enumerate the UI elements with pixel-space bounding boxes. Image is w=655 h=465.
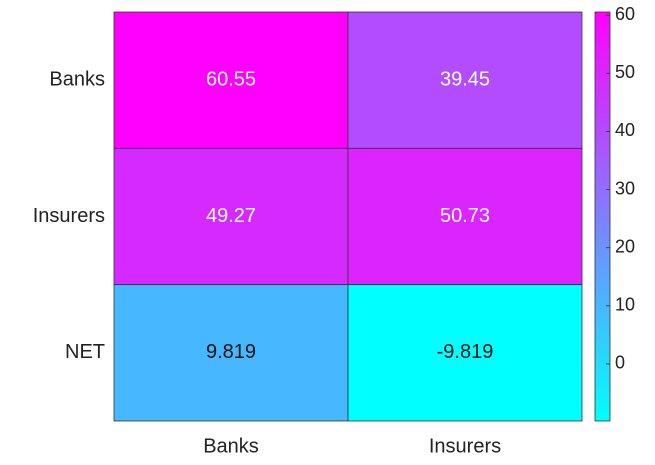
heatmap-cell [347, 284, 583, 422]
colorbar-tick-label: 10 [615, 295, 635, 315]
colorbar-tick-label: 0 [615, 353, 625, 373]
colorbar-gradient [594, 11, 611, 422]
cell-value-label: 39.45 [440, 68, 490, 90]
heatmap-cell [347, 11, 583, 149]
y-tick-label: Insurers [33, 205, 105, 227]
heatmap-cell [347, 147, 583, 286]
colorbar-tick-label: 50 [615, 62, 635, 82]
cell-value-label: 60.55 [206, 68, 256, 90]
heatmap-cell [113, 147, 349, 286]
x-tick-label: Banks [203, 435, 259, 457]
cell-value-label: 9.819 [206, 341, 256, 363]
colorbar-tick-label: 30 [615, 178, 635, 198]
colorbar: 0 10 20 30 40 50 60 [594, 4, 635, 422]
cell-value-label: 50.73 [440, 205, 490, 227]
y-tick-label: Banks [49, 68, 105, 90]
colorbar-tick-label: 60 [615, 4, 635, 24]
cell-value-label: -9.819 [437, 341, 494, 363]
heatmap-cell [113, 284, 349, 422]
colorbar-tick-label: 20 [615, 236, 635, 256]
colorbar-tick-label: 40 [615, 120, 635, 140]
x-tick-label: Insurers [429, 435, 501, 457]
cell-value-label: 49.27 [206, 205, 256, 227]
y-tick-label: NET [65, 341, 105, 363]
heatmap-cell [113, 11, 349, 149]
